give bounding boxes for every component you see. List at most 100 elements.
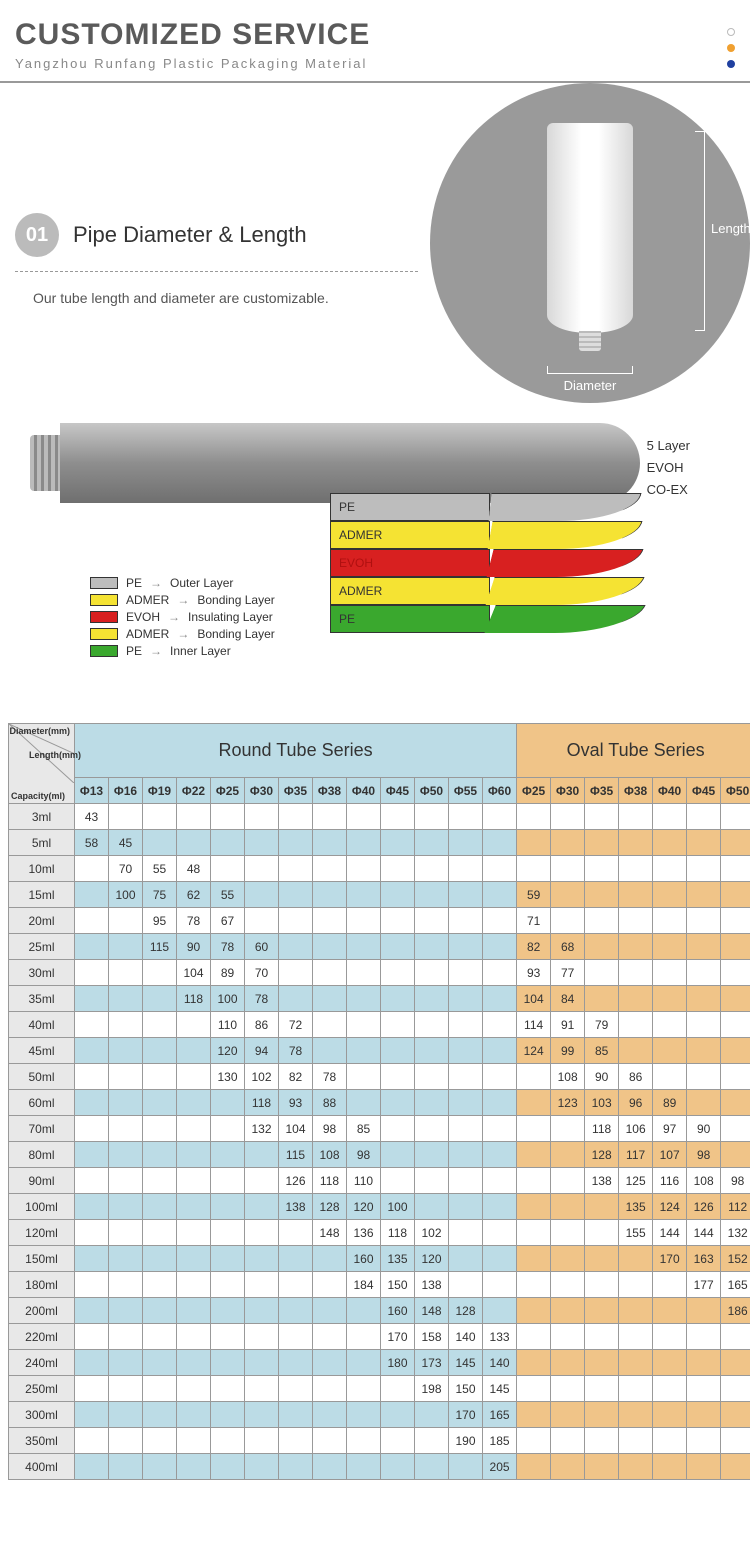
round-cell: [245, 1194, 279, 1220]
oval-cell: [585, 1220, 619, 1246]
round-cell: [415, 1142, 449, 1168]
round-cell: [381, 960, 415, 986]
table-row: 20ml95786771: [9, 908, 750, 934]
peel-layer: ADMER: [330, 521, 490, 549]
capacity-cell: 30ml: [9, 960, 75, 986]
round-cell: [449, 1168, 483, 1194]
peel-layer: PE: [330, 605, 490, 633]
round-cell: [109, 1350, 143, 1376]
oval-cell: 106: [619, 1116, 653, 1142]
round-cell: 120: [415, 1246, 449, 1272]
oval-cell: [687, 1038, 721, 1064]
round-cell: 132: [245, 1116, 279, 1142]
oval-cell: [721, 830, 750, 856]
oval-cell: 126: [687, 1194, 721, 1220]
round-cell: [143, 1246, 177, 1272]
oval-cell: [653, 1298, 687, 1324]
oval-cell: [653, 1428, 687, 1454]
round-cell: 148: [415, 1298, 449, 1324]
round-cell: 135: [381, 1246, 415, 1272]
round-col-header: Φ40: [347, 778, 381, 804]
oval-cell: [687, 882, 721, 908]
round-cell: [381, 908, 415, 934]
round-cell: 118: [381, 1220, 415, 1246]
round-cell: [381, 986, 415, 1012]
peel-layers: PEADMEREVOHADMERPE: [330, 493, 640, 673]
round-cell: [109, 1168, 143, 1194]
oval-cell: [653, 1402, 687, 1428]
oval-cell: 82: [517, 934, 551, 960]
oval-cell: [687, 1350, 721, 1376]
round-cell: [143, 960, 177, 986]
round-cell: [143, 1454, 177, 1480]
round-cell: 104: [279, 1116, 313, 1142]
round-cell: [109, 1376, 143, 1402]
round-cell: [177, 1064, 211, 1090]
round-cell: 55: [143, 856, 177, 882]
oval-cell: [551, 908, 585, 934]
table-row: 90ml12611811013812511610898: [9, 1168, 750, 1194]
round-cell: [245, 1324, 279, 1350]
round-cell: 118: [313, 1168, 347, 1194]
oval-cell: [653, 1012, 687, 1038]
oval-cell: [585, 934, 619, 960]
oval-cell: [687, 1012, 721, 1038]
dot-icon: [727, 44, 735, 52]
round-col-header: Φ55: [449, 778, 483, 804]
round-cell: [449, 1246, 483, 1272]
oval-cell: 128: [585, 1142, 619, 1168]
round-cell: [211, 1272, 245, 1298]
oval-cell: [585, 1246, 619, 1272]
round-cell: [279, 830, 313, 856]
peel-layer: EVOH: [330, 549, 490, 577]
round-cell: [143, 1272, 177, 1298]
round-cell: [211, 1116, 245, 1142]
section-pipe-diameter: 01 Pipe Diameter & Length Our tube lengt…: [0, 83, 750, 403]
round-cell: [449, 1272, 483, 1298]
oval-cell: 108: [551, 1064, 585, 1090]
round-cell: [109, 1246, 143, 1272]
round-cell: [347, 1324, 381, 1350]
round-cell: [415, 1454, 449, 1480]
oval-cell: [551, 1194, 585, 1220]
round-cell: [75, 1428, 109, 1454]
oval-cell: [687, 830, 721, 856]
capacity-cell: 350ml: [9, 1428, 75, 1454]
round-cell: [177, 1012, 211, 1038]
oval-cell: [585, 1194, 619, 1220]
capacity-cell: 60ml: [9, 1090, 75, 1116]
capacity-cell: 45ml: [9, 1038, 75, 1064]
round-cell: [211, 830, 245, 856]
oval-cell: [687, 1324, 721, 1350]
round-cell: [313, 882, 347, 908]
round-cell: [177, 1168, 211, 1194]
round-cell: [143, 1168, 177, 1194]
round-cell: [483, 1090, 517, 1116]
round-cell: 198: [415, 1376, 449, 1402]
round-cell: [245, 1246, 279, 1272]
round-cell: [75, 882, 109, 908]
oval-cell: [653, 986, 687, 1012]
round-cell: [211, 856, 245, 882]
tube-size-table-wrap: Diameter(mm)Length(mm)Capacity(ml)Round …: [0, 723, 750, 1500]
round-cell: [347, 1298, 381, 1324]
oval-cell: [585, 1272, 619, 1298]
color-swatch: [90, 577, 118, 589]
round-cell: 128: [313, 1194, 347, 1220]
round-cell: [177, 1220, 211, 1246]
capacity-cell: 200ml: [9, 1298, 75, 1324]
oval-cell: [619, 830, 653, 856]
legend-name: PE: [126, 644, 142, 658]
oval-cell: [721, 1012, 750, 1038]
round-cell: 75: [143, 882, 177, 908]
oval-col-header: Φ38: [619, 778, 653, 804]
round-cell: [75, 908, 109, 934]
oval-cell: 135: [619, 1194, 653, 1220]
round-cell: [75, 1090, 109, 1116]
oval-cell: [585, 1454, 619, 1480]
round-cell: [415, 1012, 449, 1038]
round-cell: 185: [483, 1428, 517, 1454]
round-cell: 78: [313, 1064, 347, 1090]
oval-cell: 170: [653, 1246, 687, 1272]
oval-cell: [585, 1350, 619, 1376]
